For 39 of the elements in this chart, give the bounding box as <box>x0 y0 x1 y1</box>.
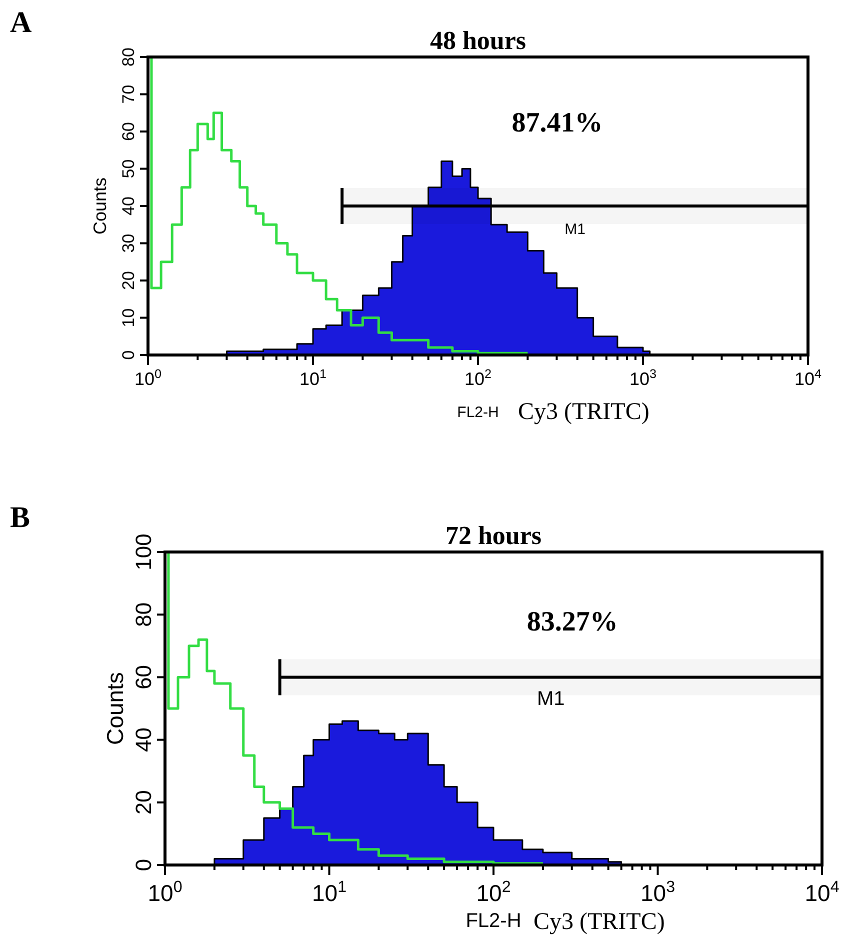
text: A <box>10 6 32 39</box>
x-tick-label: 10$^{4}$ <box>794 367 822 389</box>
x-tick-label: 10$^{2}$ <box>476 878 511 906</box>
text: B <box>10 501 30 534</box>
x-tick-label: 10$^{0}$ <box>148 878 182 906</box>
x-tick-label: 10$^{0}$ <box>134 367 162 389</box>
y-axis-title: Counts <box>90 177 110 235</box>
x-axis-title: FL2-H <box>466 910 522 932</box>
y-tick-label: 60 <box>131 664 156 690</box>
chart-title: 48 hours <box>430 26 526 55</box>
chart-title: 72 hours <box>445 521 542 550</box>
band-label: M1 <box>564 221 586 238</box>
y-tick-label: 50 <box>119 159 138 178</box>
x-tick-label: 10$^{1}$ <box>312 878 347 906</box>
text: Cy3 (TRITC) <box>518 399 650 425</box>
y-tick-label: 0 <box>131 858 156 872</box>
y-tick-label: 20 <box>119 271 138 290</box>
x-tick-label: 10$^{3}$ <box>640 878 676 906</box>
annotation: 83.27% <box>526 606 618 638</box>
band-label: M1 <box>537 688 565 710</box>
x-axis-title: FL2-H <box>457 404 499 421</box>
y-tick-label: 60 <box>119 122 138 141</box>
y-tick-label: 20 <box>131 790 156 815</box>
x-tick-label: 10$^{4}$ <box>804 878 840 906</box>
y-tick-label: 70 <box>119 84 138 104</box>
x-tick-label: 10$^{2}$ <box>464 367 492 389</box>
y-tick-label: 10 <box>119 308 138 328</box>
y-tick-label: 40 <box>119 196 138 216</box>
y-tick-label: 100 <box>131 534 156 570</box>
y-axis-title: Counts <box>102 672 128 745</box>
y-tick-label: 40 <box>131 728 156 752</box>
x-tick-label: 10$^{1}$ <box>299 367 327 389</box>
y-tick-label: 80 <box>119 48 138 66</box>
x-tick-label: 10$^{3}$ <box>629 367 657 389</box>
text: Cy3 (TRITC) <box>534 909 665 935</box>
annotation: 87.41% <box>512 108 603 138</box>
y-tick-label: 80 <box>131 602 156 627</box>
y-tick-label: 0 <box>119 350 138 360</box>
y-tick-label: 30 <box>119 234 138 253</box>
